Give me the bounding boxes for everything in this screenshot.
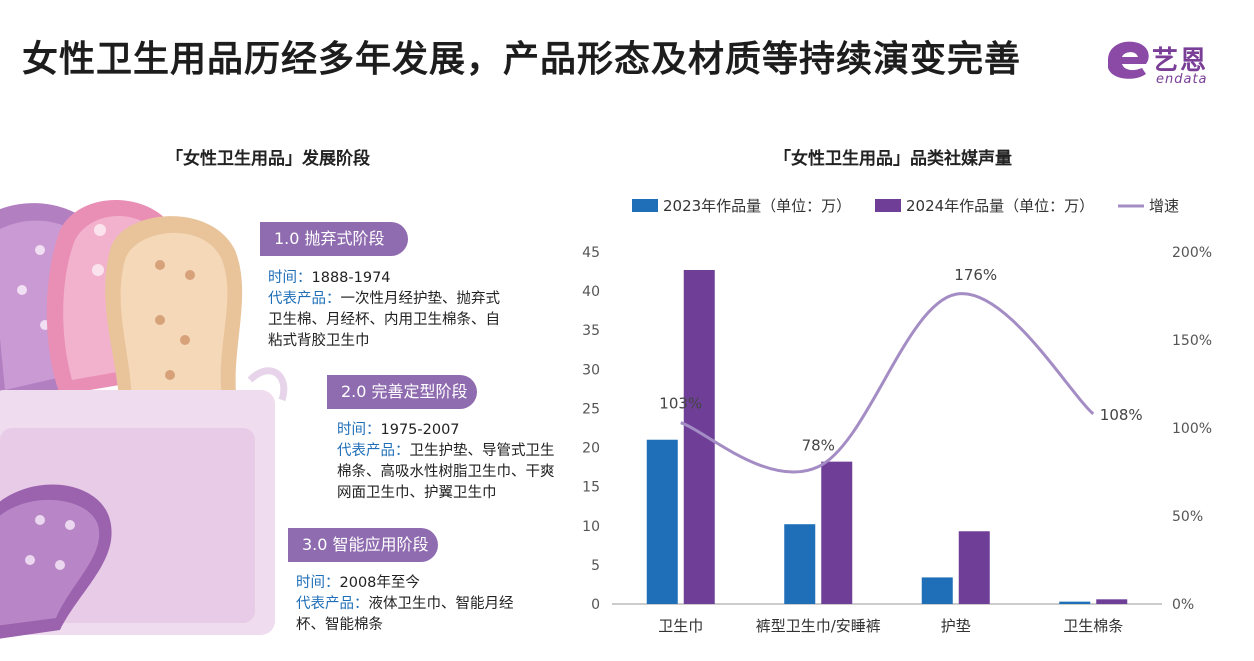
y2-tick-label: 200%	[1172, 245, 1212, 261]
stage-3-products-label: 代表产品：	[296, 596, 369, 612]
page-title: 女性卫生用品历经多年发展，产品形态及材质等持续演变完善	[22, 39, 1022, 80]
y-tick-label: 40	[582, 284, 600, 300]
pad-purple-front-icon	[0, 484, 112, 639]
legend-swatch-2023	[632, 199, 658, 212]
stage-1-time-value: 1888-1974	[311, 270, 391, 286]
growth-rate-label: 176%	[954, 266, 997, 284]
growth-rate-label: 103%	[659, 395, 702, 413]
stage-3-time-value: 2008年至今	[339, 575, 420, 591]
stage-2-time-label: 时间：	[337, 422, 381, 438]
growth-rate-label: 78%	[802, 437, 835, 455]
x-category-label: 卫生棉条	[1063, 617, 1123, 635]
stage-3-badge: 3.0 智能应用阶段	[288, 528, 438, 562]
stage-3-text: 时间：2008年至今 代表产品：液体卫生巾、智能月经杯、智能棉条	[296, 573, 532, 636]
stage-2-time-value: 1975-2007	[380, 422, 460, 438]
y2-tick-label: 50%	[1172, 509, 1203, 525]
y2-tick-label: 100%	[1172, 421, 1212, 437]
legend-label: 增速	[1149, 197, 1179, 215]
growth-rate-label: 108%	[1100, 406, 1143, 424]
bar-2024	[958, 531, 990, 604]
bar-2024	[683, 269, 715, 604]
stage-2-products-value: 卫生护垫、导管式卫生棉条、高吸水性树脂卫生巾、干爽网面卫生巾、护翼卫生巾	[337, 443, 555, 501]
bar-2023	[921, 577, 953, 604]
stage-1-badge: 1.0 抛弃式阶段	[260, 222, 408, 256]
chart-legend: 2023年作品量（单位：万） 2024年作品量（单位：万） 增速	[632, 197, 1179, 215]
y-tick-label: 0	[591, 597, 600, 613]
stage-3-time-label: 时间：	[296, 575, 340, 591]
y-tick-label: 25	[582, 401, 600, 417]
logo-text-cn: 艺恩	[1152, 46, 1209, 76]
bar-2023	[1059, 601, 1091, 604]
pad-beige-icon	[105, 216, 243, 443]
bar-2023	[646, 439, 678, 604]
logo-text-en: endata	[1156, 72, 1208, 87]
stages-title: 「女性卫生用品」发展阶段	[166, 149, 370, 169]
bar-2024	[821, 461, 853, 604]
stage-1-text: 时间：1888-1974 代表产品：一次性月经护垫、抛弃式卫生棉、月经杯、内用卫…	[268, 268, 504, 352]
y-tick-label: 35	[582, 323, 600, 339]
legend-label: 2023年作品量（单位：万）	[663, 197, 851, 215]
pads-illustration	[0, 200, 288, 639]
endata-logo: 艺恩 endata	[1102, 34, 1232, 90]
stage-1-products-value: 一次性月经护垫、抛弃式卫生棉、月经杯、内用卫生棉条、自粘式背胶卫生巾	[268, 291, 500, 349]
social-volume-chart: 0 5 10 15 20 25 30 35 40 45 0% 50% 100% 150% 200% 卫生巾 裤型…	[582, 197, 1212, 635]
stage-2-products-label: 代表产品：	[337, 443, 410, 459]
stage-2-text: 时间：1975-2007 代表产品：卫生护垫、导管式卫生棉条、高吸水性树脂卫生巾…	[337, 420, 567, 504]
chart-title: 「女性卫生用品」品类社媒声量	[774, 149, 1012, 169]
growth-rate-line	[680, 292, 1095, 474]
x-category-label: 卫生巾	[658, 617, 703, 635]
y-tick-label: 10	[582, 519, 600, 535]
y2-tick-label: 0%	[1172, 597, 1194, 613]
stage-1-time-label: 时间：	[268, 270, 312, 286]
y-tick-label: 30	[582, 362, 600, 378]
stage-2-badge: 2.0 完善定型阶段	[327, 375, 477, 409]
x-category-label: 护垫	[941, 617, 971, 635]
legend-label: 2024年作品量（单位：万）	[906, 197, 1094, 215]
x-category-label: 裤型卫生巾/安睡裤	[756, 617, 881, 635]
y2-tick-label: 150%	[1172, 333, 1212, 349]
y-tick-label: 5	[591, 558, 600, 574]
bar-2023	[784, 524, 816, 604]
y-tick-label: 20	[582, 441, 600, 457]
y-tick-label: 15	[582, 480, 600, 496]
endata-logo-icon	[1108, 41, 1149, 79]
stage-3-products-value: 液体卫生巾、智能月经杯、智能棉条	[296, 596, 514, 633]
y-tick-label: 45	[582, 245, 600, 261]
legend-swatch-2024	[875, 199, 901, 212]
bar-2024	[1096, 599, 1128, 604]
stage-1-products-label: 代表产品：	[268, 291, 341, 307]
